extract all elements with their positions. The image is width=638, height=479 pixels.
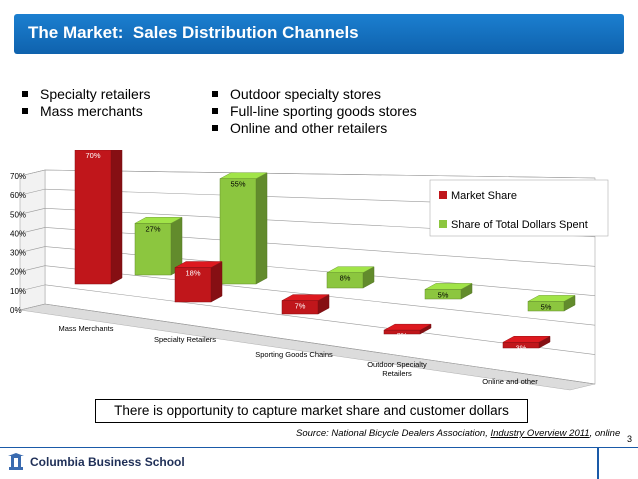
source-citation: Source: National Bicycle Dealers Associa… — [296, 428, 620, 439]
x-tick-label: Sporting Goods Chains — [255, 350, 333, 359]
columbia-crown-icon — [8, 453, 24, 470]
bar-dollars-spent — [527, 301, 565, 312]
bullet-list-right: Outdoor specialty stores Full-line sport… — [208, 86, 417, 137]
data-label-dollars-spent: 27% — [145, 224, 160, 233]
bullet-item: Full-line sporting goods stores — [208, 103, 417, 120]
y-tick-label: 70% — [10, 172, 26, 181]
callout-box: There is opportunity to capture market s… — [95, 399, 528, 423]
footer-logo: Columbia Business School — [6, 453, 185, 471]
data-label-market-share: 7% — [295, 302, 306, 311]
source-suffix: , online — [589, 428, 621, 439]
bullet-item: Mass merchants — [18, 103, 151, 120]
y-tick-label: 30% — [10, 249, 26, 258]
bar-market-share — [383, 329, 421, 335]
data-label-market-share: 18% — [185, 269, 200, 278]
data-label-market-share: 3% — [516, 343, 527, 352]
source-report: Industry Overview 2011 — [490, 428, 590, 439]
x-tick-label: Specialty Retailers — [154, 335, 216, 344]
legend-swatch-dollars-spent — [439, 220, 447, 228]
source-prefix: Source: National Bicycle Dealers Associa… — [296, 428, 491, 439]
bar-dollars-spent — [326, 272, 364, 289]
data-label-dollars-spent: 5% — [541, 302, 552, 311]
page-number: 3 — [627, 434, 633, 444]
y-tick-label: 20% — [10, 268, 26, 277]
footer-vertical-divider — [597, 447, 599, 479]
gridline-side — [19, 303, 46, 311]
y-tick-label: 60% — [10, 191, 26, 200]
bar-market-share — [281, 300, 319, 315]
gridline-side — [19, 265, 46, 273]
data-label-market-share: 70% — [85, 151, 100, 160]
bar-market-share — [74, 150, 112, 285]
footer-divider — [0, 447, 638, 448]
bar-dollars-spent — [134, 223, 172, 276]
data-label-market-share: 2% — [397, 331, 408, 340]
bar-dollars-spent-side — [255, 172, 268, 285]
bullet-item: Outdoor specialty stores — [208, 86, 417, 103]
bar-market-share-side — [210, 261, 223, 303]
y-tick-label: 40% — [10, 229, 26, 238]
y-tick-label: 50% — [10, 210, 26, 219]
data-label-dollars-spent: 5% — [438, 290, 449, 299]
bar-dollars-spent — [424, 289, 462, 300]
y-tick-label: 0% — [10, 306, 22, 315]
slide-title: The Market: Sales Distribution Channels — [28, 23, 359, 42]
bar-market-share — [174, 267, 212, 303]
legend-label-dollars-spent: Share of Total Dollars Spent — [451, 219, 588, 231]
gridline-side — [19, 169, 46, 177]
gridline-side — [19, 207, 46, 215]
x-tick-label: Outdoor Specialty — [367, 360, 427, 369]
bullet-list-left: Specialty retailers Mass merchants — [18, 86, 151, 120]
y-tick-label: 10% — [10, 287, 26, 296]
bullet-item: Specialty retailers — [18, 86, 151, 103]
data-label-dollars-spent: 55% — [230, 180, 245, 189]
logo-text: Columbia Business School — [30, 455, 185, 469]
gridline — [44, 303, 596, 385]
legend-label-market-share: Market Share — [451, 190, 517, 202]
gridline-side — [19, 227, 46, 234]
legend-swatch-market-share — [439, 191, 447, 199]
gridline-side — [19, 246, 46, 253]
legend-box — [429, 179, 609, 237]
x-tick-label: Mass Merchants — [58, 324, 113, 333]
data-label-dollars-spent: 8% — [340, 274, 351, 283]
bar-chart: 0% 10% 20% 30% 40% 50% 60% 70% 27% 55% 8% 5% 5% 70% 18… — [10, 150, 609, 391]
bar-market-share — [502, 342, 540, 349]
bar-dollars-spent — [219, 178, 257, 285]
gridline-side — [19, 188, 46, 196]
x-tick-label: Retailers — [382, 369, 412, 378]
x-tick-label: Online and other — [482, 377, 538, 386]
gridline-side — [19, 284, 46, 292]
gridline — [44, 169, 596, 179]
bar-market-share-side — [110, 150, 123, 285]
bullet-item: Online and other retailers — [208, 120, 417, 137]
title-bar: The Market: Sales Distribution Channels — [14, 14, 624, 54]
